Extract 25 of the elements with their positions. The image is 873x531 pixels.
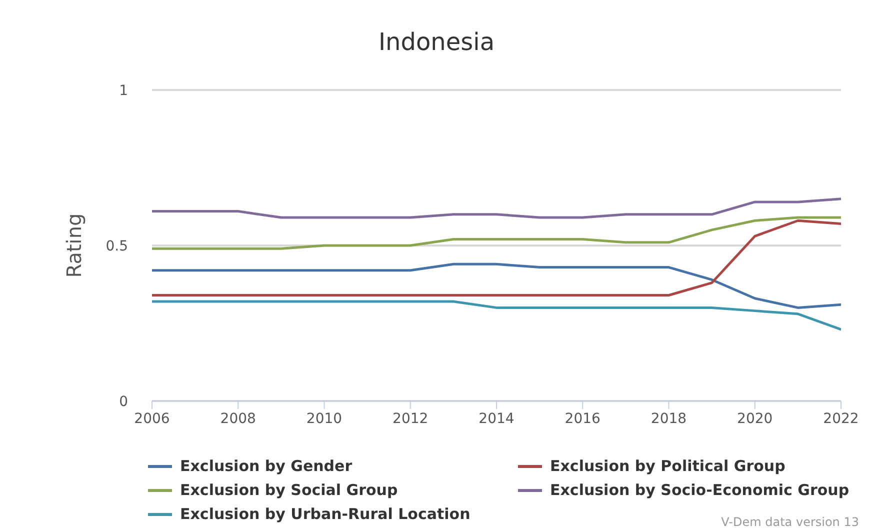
legend-label: Exclusion by Socio-Economic Group (550, 481, 850, 499)
y-tick-label: 1 (119, 82, 128, 99)
x-tick-label: 2008 (220, 410, 256, 427)
line-series (152, 262, 841, 309)
legend-label: Exclusion by Gender (180, 457, 352, 475)
line-series (152, 216, 841, 250)
legend-label: Exclusion by Political Group (550, 457, 786, 475)
x-tick-label: 2018 (650, 410, 687, 427)
legend-label: Exclusion by Urban-Rural Location (180, 505, 470, 523)
line-series (152, 300, 841, 331)
x-tick-label: 2006 (134, 410, 170, 427)
x-tick-label: 2014 (478, 410, 514, 427)
line-series (152, 219, 841, 297)
x-tick-label: 2022 (823, 410, 859, 427)
y-tick-label: 0.5 (106, 238, 128, 254)
legend-label: Exclusion by Social Group (180, 481, 398, 499)
y-tick-label: 0 (119, 394, 128, 410)
text: V-Dem data version 13 (721, 515, 859, 529)
x-tick-label: 2020 (737, 410, 773, 427)
x-tick-label: 2016 (564, 410, 601, 427)
line-series (152, 198, 841, 219)
x-tick-label: 2010 (306, 410, 342, 427)
chart-title: Indonesia (377, 28, 496, 56)
x-tick-label: 2012 (392, 410, 428, 427)
y-axis-title: Rating (62, 213, 86, 278)
